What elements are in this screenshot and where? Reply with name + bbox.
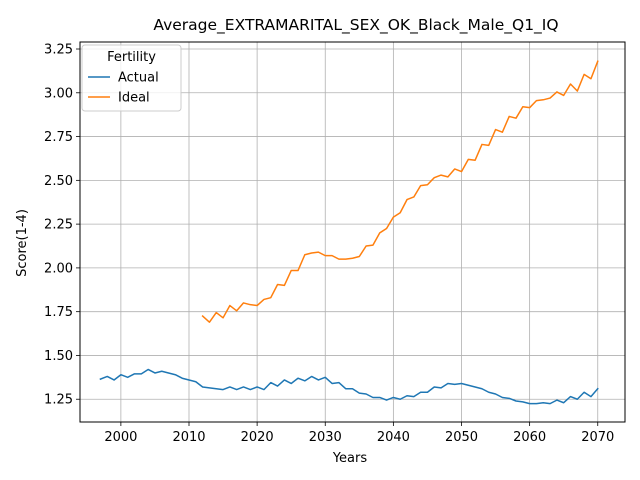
- axis-ticks: 2000 2010 2020 2030 2040 2050 2060 2070 1.25 1.50…: [44, 43, 614, 445]
- y-tick-label: 1.25: [44, 393, 73, 408]
- series-line-ideal: [201, 60, 599, 323]
- series-line-actual: [99, 368, 599, 405]
- legend-title: Fertility: [107, 50, 156, 65]
- legend-box: [81, 44, 182, 112]
- x-tick-label: 2020: [241, 430, 274, 445]
- y-tick-label: 1.50: [44, 349, 73, 364]
- chart-title: Average_EXTRAMARITAL_SEX_OK_Black_Male_Q…: [153, 16, 558, 35]
- x-tick-label: 2010: [172, 430, 205, 445]
- legend-label-actual: Actual: [118, 71, 159, 86]
- x-tick-label: 2000: [104, 430, 137, 445]
- y-tick-label: 2.50: [44, 174, 73, 189]
- legend: Fertility Actual Ideal: [81, 44, 182, 112]
- x-tick-label: 2040: [377, 430, 410, 445]
- legend-label-ideal: Ideal: [118, 91, 150, 106]
- x-tick-label: 2030: [309, 430, 342, 445]
- y-tick-label: 2.75: [44, 130, 73, 145]
- y-axis-label: Score(1-4): [15, 209, 30, 277]
- x-tick-label: 2060: [513, 430, 546, 445]
- y-tick-label: 1.75: [44, 305, 73, 320]
- plot-frame: [79, 41, 626, 423]
- series-lines: [99, 60, 599, 405]
- y-tick-label: 2.25: [44, 218, 73, 233]
- x-tick-label: 2050: [445, 430, 478, 445]
- grid: [80, 42, 625, 422]
- x-tick-label: 2070: [581, 430, 614, 445]
- y-tick-label: 3.25: [44, 43, 73, 58]
- y-tick-label: 2.00: [44, 261, 73, 276]
- y-tick-label: 3.00: [44, 86, 73, 101]
- x-axis-label: Years: [332, 451, 368, 466]
